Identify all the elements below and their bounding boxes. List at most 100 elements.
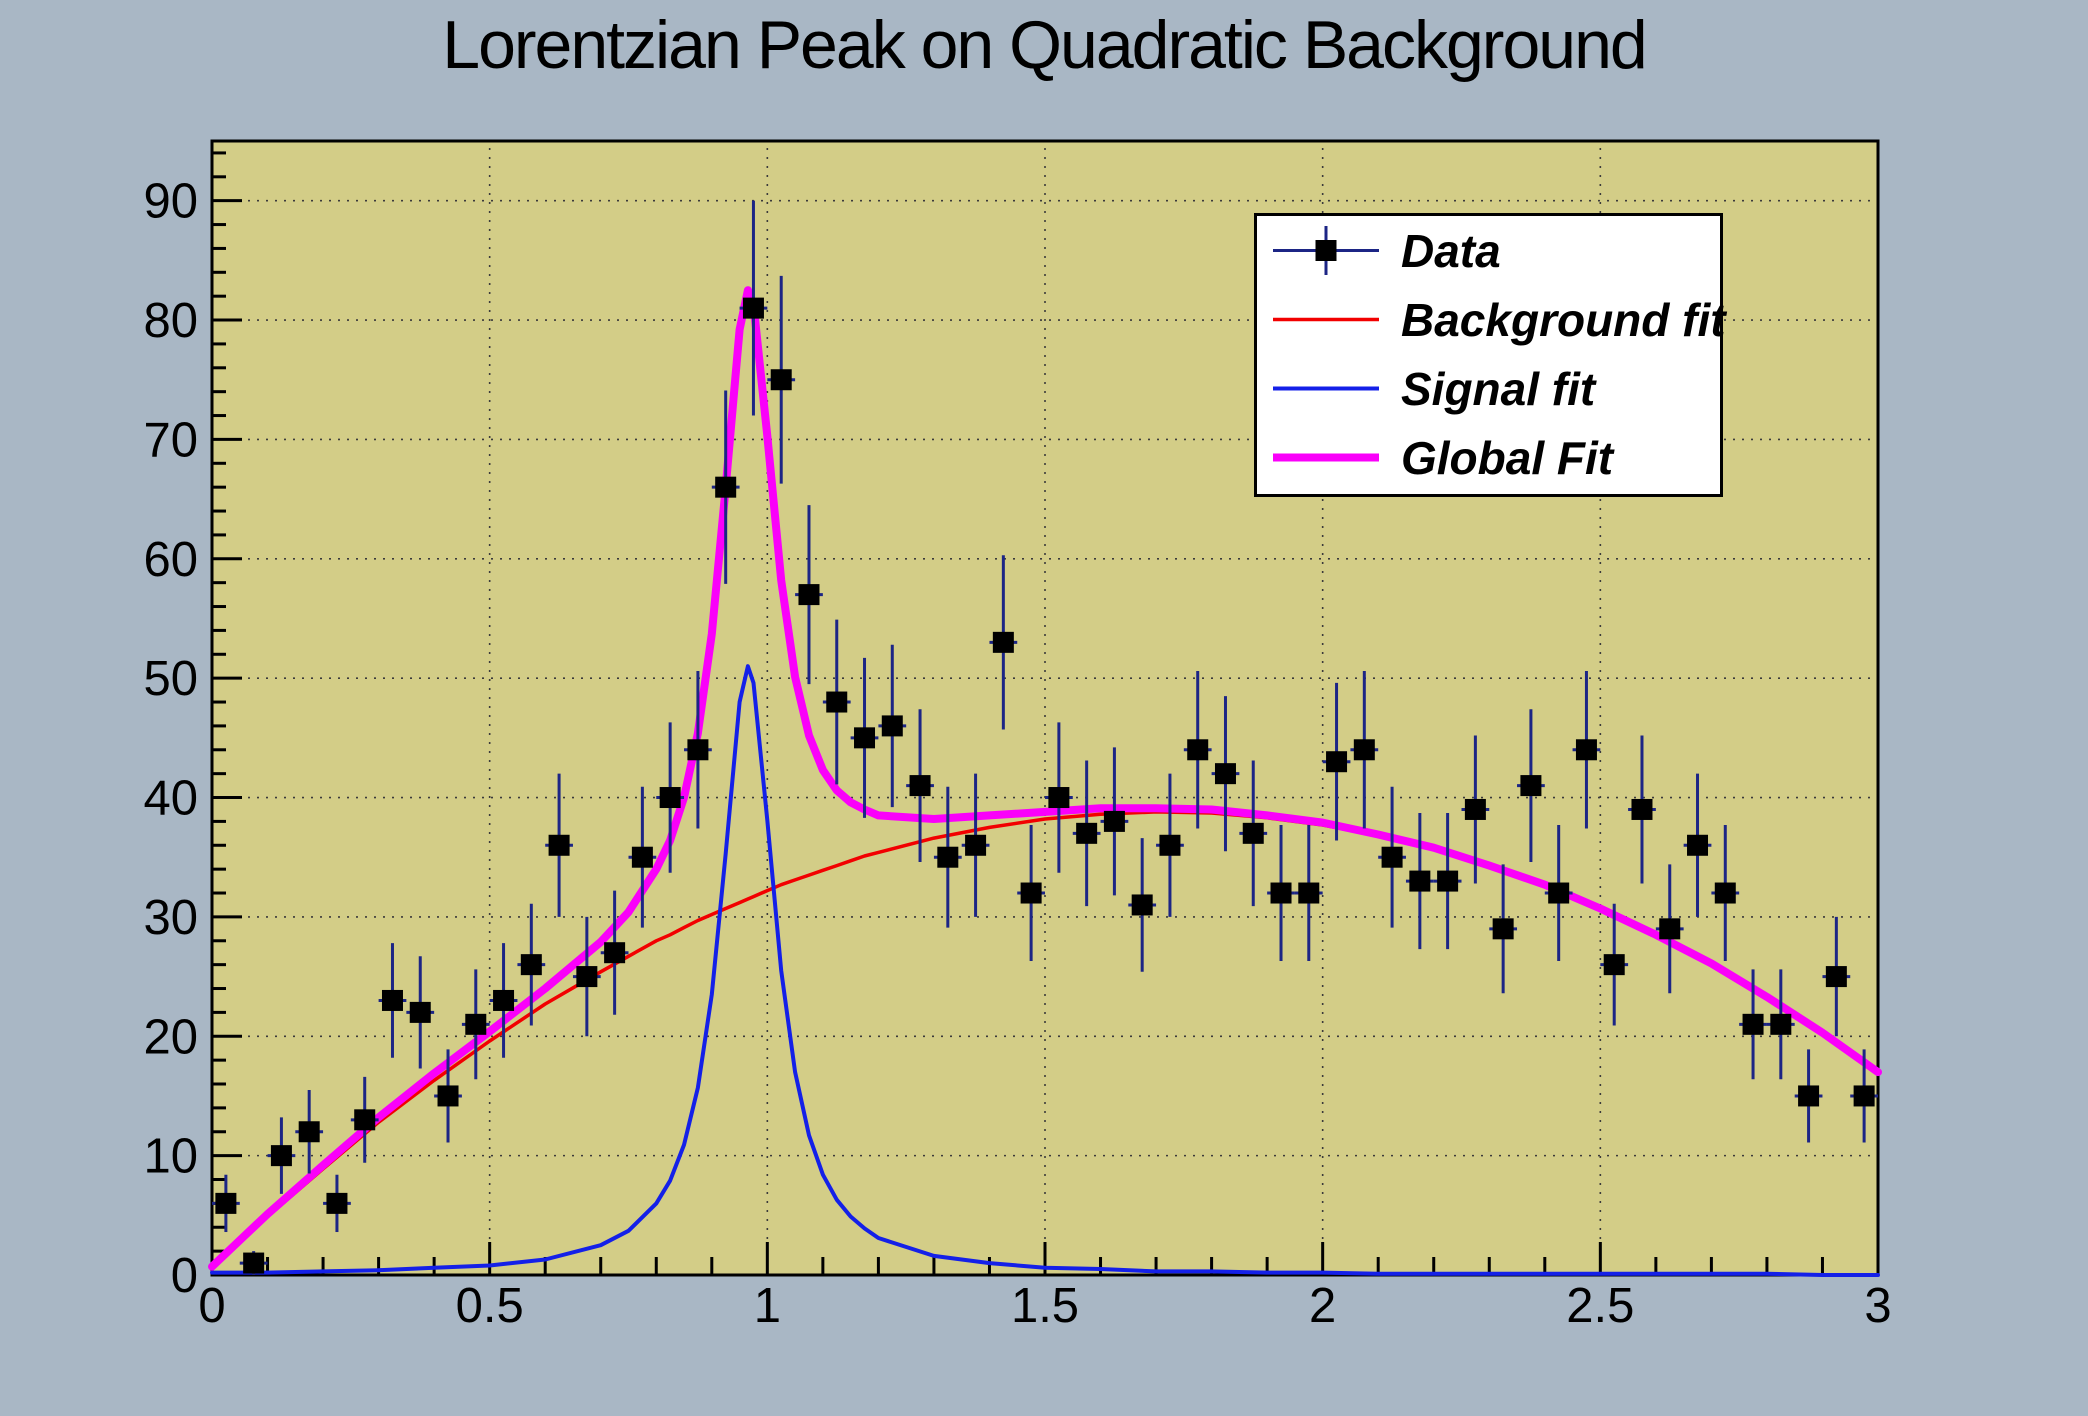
data-point-5 xyxy=(354,1109,376,1131)
x-tick-label-1: 1 xyxy=(754,1279,781,1333)
y-tick-label-90: 90 xyxy=(143,175,198,229)
data-point-57 xyxy=(1798,1085,1820,1107)
data-point-45 xyxy=(1464,798,1486,820)
gridlines xyxy=(212,141,1878,1275)
x-tick-label-0.5: 0.5 xyxy=(456,1279,524,1333)
data-point-51 xyxy=(1631,798,1653,820)
legend-label: Data xyxy=(1401,224,1501,277)
data-point-52 xyxy=(1659,918,1681,940)
data-point-47 xyxy=(1520,775,1542,797)
data-point-27 xyxy=(965,834,987,856)
x-axis-labels: 0 0.5 1 1.5 2 2.5 3 xyxy=(198,1279,1891,1333)
data-point-43 xyxy=(1409,870,1431,892)
legend-marker-square xyxy=(1315,240,1337,261)
data-point-55 xyxy=(1742,1013,1764,1035)
data-point-3 xyxy=(298,1121,320,1143)
data-point-39 xyxy=(1298,882,1320,904)
data-point-13 xyxy=(576,966,598,988)
data-point-12 xyxy=(548,834,570,856)
data-point-31 xyxy=(1076,822,1098,844)
legend-line-sample-icon xyxy=(1273,386,1379,391)
data-point-38 xyxy=(1270,882,1292,904)
data-point-35 xyxy=(1187,739,1209,761)
x-tick-label-1.5: 1.5 xyxy=(1011,1279,1079,1333)
data-point-32 xyxy=(1103,810,1125,832)
legend-data-marker-icon xyxy=(1273,226,1379,275)
data-point-59 xyxy=(1853,1085,1875,1107)
data-point-7 xyxy=(409,1001,431,1023)
data-point-21 xyxy=(798,584,820,606)
y-tick-label-0: 0 xyxy=(171,1249,198,1303)
data-point-17 xyxy=(687,739,709,761)
legend-line-sample-icon xyxy=(1273,453,1379,462)
legend-label: Signal fit xyxy=(1401,362,1596,415)
data-point-56 xyxy=(1770,1013,1792,1035)
data-point-15 xyxy=(631,846,653,868)
data-point-24 xyxy=(881,715,903,737)
data-point-6 xyxy=(381,989,403,1011)
x-tick-label-0: 0 xyxy=(198,1279,225,1333)
data-point-16 xyxy=(659,787,681,809)
global-fit-curve xyxy=(208,286,1882,1271)
x-tick-label-3: 3 xyxy=(1864,1279,1891,1333)
data-point-8 xyxy=(437,1085,459,1107)
y-tick-label-80: 80 xyxy=(143,294,198,348)
data-point-19 xyxy=(742,297,764,319)
data-point-50 xyxy=(1603,954,1625,976)
y-tick-label-10: 10 xyxy=(143,1130,198,1184)
legend-label: Background fit xyxy=(1401,293,1726,346)
data-point-18 xyxy=(715,476,737,498)
data-point-49 xyxy=(1575,739,1597,761)
x-tick-label-2: 2 xyxy=(1309,1279,1336,1333)
data-point-46 xyxy=(1492,918,1514,940)
data-point-48 xyxy=(1548,882,1570,904)
data-point-23 xyxy=(854,727,876,749)
data-point-58 xyxy=(1825,966,1847,988)
data-point-2 xyxy=(270,1145,292,1167)
y-tick-label-60: 60 xyxy=(143,533,198,587)
chart-title: Lorentzian Peak on Quadratic Background xyxy=(442,7,1647,83)
data-point-53 xyxy=(1687,834,1709,856)
y-tick-label-40: 40 xyxy=(143,772,198,826)
data-point-42 xyxy=(1381,846,1403,868)
data-point-44 xyxy=(1437,870,1459,892)
data-point-36 xyxy=(1214,763,1236,785)
data-point-20 xyxy=(770,369,792,391)
legend-entry-global-fit: Global Fit xyxy=(1257,423,1720,492)
legend-entry-data: Data xyxy=(1257,216,1720,285)
plot-frame xyxy=(210,139,1880,1277)
data-point-0 xyxy=(215,1192,237,1214)
legend-label: Global Fit xyxy=(1401,431,1614,484)
data-point-25 xyxy=(909,775,931,797)
data-point-10 xyxy=(493,989,515,1011)
data-point-37 xyxy=(1242,822,1264,844)
y-axis-labels: 0 10 20 30 40 50 60 70 80 90 xyxy=(143,175,198,1303)
data-point-41 xyxy=(1353,739,1375,761)
data-point-54 xyxy=(1714,882,1736,904)
data-points xyxy=(215,297,1875,1274)
data-point-34 xyxy=(1159,834,1181,856)
y-tick-label-70: 70 xyxy=(143,413,198,467)
data-point-22 xyxy=(826,691,848,713)
data-point-11 xyxy=(520,954,542,976)
data-point-1 xyxy=(243,1252,265,1274)
y-tick-label-30: 30 xyxy=(143,891,198,945)
legend-entry-background-fit: Background fit xyxy=(1257,285,1726,354)
data-point-33 xyxy=(1131,894,1153,916)
data-point-28 xyxy=(992,631,1014,653)
legend-box: Data Background fit Signal fit Global Fit xyxy=(1254,213,1726,497)
legend-entry-signal-fit: Signal fit xyxy=(1257,354,1720,423)
data-point-30 xyxy=(1048,787,1070,809)
y-tick-label-20: 20 xyxy=(143,1010,198,1064)
data-point-26 xyxy=(937,846,959,868)
y-tick-label-50: 50 xyxy=(143,652,198,706)
data-point-40 xyxy=(1326,751,1348,773)
data-point-29 xyxy=(1020,882,1042,904)
x-tick-label-2.5: 2.5 xyxy=(1566,1279,1634,1333)
signal-fit-curve xyxy=(210,664,1880,1277)
data-point-4 xyxy=(326,1192,348,1214)
data-point-9 xyxy=(465,1013,487,1035)
data-point-14 xyxy=(604,942,626,964)
